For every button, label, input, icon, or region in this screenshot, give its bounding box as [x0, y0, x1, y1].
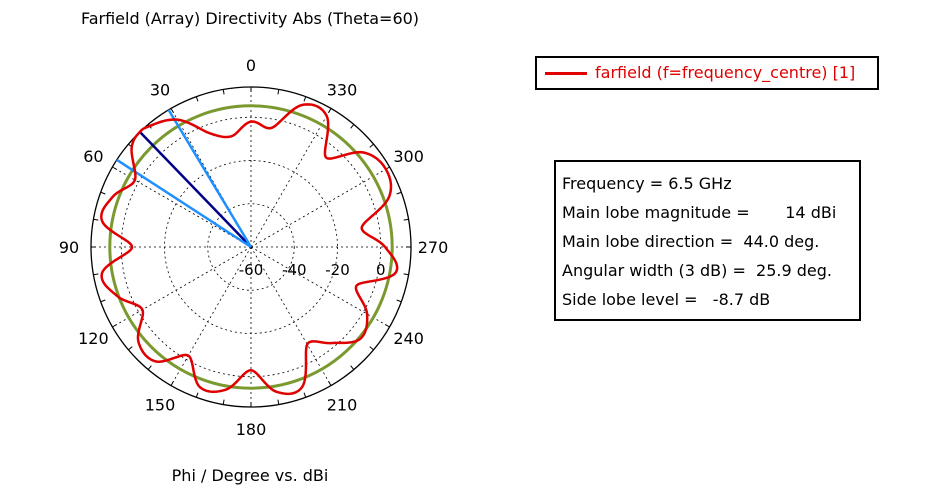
outer-tick: [328, 108, 332, 114]
angular-tick-label: 0: [246, 56, 256, 75]
outer-tick: [277, 89, 280, 95]
outer-tick: [147, 365, 152, 370]
reference-circle: [108, 104, 394, 390]
outer-tick: [100, 299, 106, 303]
angular-tick-label: 120: [78, 329, 109, 348]
series-line: [100, 103, 399, 396]
chart-title: Farfield (Array) Directivity Abs (Theta=…: [80, 9, 420, 28]
outer-tick: [195, 392, 199, 398]
outer-tick: [396, 299, 402, 303]
legend-swatch: [545, 72, 587, 75]
grid-spoke: [250, 246, 390, 328]
radial-tick-label: 0: [376, 261, 386, 279]
outer-tick: [384, 324, 390, 328]
x-axis-label: Phi / Degree vs. dBi: [171, 466, 329, 485]
angular-tick-labels: 0 30 60 90 120 150 180 210 240 270 300 330: [59, 56, 448, 439]
marker-line: [116, 158, 252, 249]
grid-spoke: [250, 246, 332, 386]
outer-tick: [93, 273, 99, 276]
polar-plot: 0 30 60 90 120 150 180 210 240 270 300 330 -60 -40 -2…: [59, 56, 448, 439]
grid-spoke: [170, 246, 252, 386]
angular-tick-label: 330: [327, 80, 358, 99]
outer-tick: [303, 96, 307, 102]
info-frequency: Frequency = 6.5 GHz: [562, 174, 732, 193]
polar-grid: [90, 86, 412, 408]
outer-tick: [128, 346, 133, 351]
outer-tick: [303, 392, 307, 398]
marker-line: [167, 109, 253, 248]
angular-tick-label: 90: [59, 238, 79, 257]
lobe-markers: [116, 109, 253, 249]
outer-tick: [170, 108, 174, 114]
outer-tick: [195, 96, 199, 102]
grid-spoke: [112, 166, 252, 248]
outer-tick: [369, 346, 374, 351]
angular-tick-label: 180: [236, 420, 267, 439]
legend: farfield (f=frequency_centre) [1]: [535, 56, 879, 90]
outer-tick: [112, 166, 118, 170]
outer-tick: [350, 124, 355, 129]
outer-tick: [170, 380, 174, 386]
info-side-lobe-level: Side lobe level = -8.7 dB: [562, 290, 771, 309]
angular-tick-label: 30: [150, 80, 170, 99]
side-lobe-reference-circle: [108, 104, 394, 390]
angular-tick-label: 300: [393, 147, 424, 166]
grid-spoke: [250, 166, 390, 248]
grid-spoke: [112, 246, 252, 328]
radial-tick-label: -40: [282, 261, 307, 279]
legend-entry-label: farfield (f=frequency_centre) [1]: [595, 63, 856, 82]
radial-tick-labels: -60 -40 -20 0: [239, 261, 386, 279]
outer-tick: [93, 218, 99, 221]
outer-tick: [403, 218, 409, 221]
angular-tick-label: 60: [83, 147, 103, 166]
outer-tick: [396, 191, 402, 195]
radial-tick-label: -20: [325, 261, 350, 279]
info-angular-width: Angular width (3 dB) = 25.9 deg.: [562, 261, 832, 280]
outer-tick: [277, 399, 280, 405]
farfield-series: [100, 103, 399, 396]
outer-tick: [328, 380, 332, 386]
angular-tick-label: 240: [393, 329, 424, 348]
marker-line: [138, 131, 252, 248]
angular-tick-label: 270: [418, 238, 449, 257]
outer-tick: [112, 324, 118, 328]
outer-tick: [403, 273, 409, 276]
outer-tick: [222, 399, 225, 405]
angular-tick-label: 150: [145, 396, 176, 415]
radial-tick-label: -60: [239, 261, 264, 279]
outer-tick: [350, 365, 355, 370]
grid-spoke: [250, 108, 332, 248]
angular-tick-label: 210: [327, 396, 358, 415]
grid-ring: [120, 116, 382, 378]
outer-tick: [369, 143, 374, 148]
grid-ring: [207, 203, 295, 291]
info-main-lobe-magnitude: Main lobe magnitude = 14 dBi: [562, 203, 837, 222]
info-main-lobe-direction: Main lobe direction = 44.0 deg.: [562, 232, 820, 251]
outer-tick: [222, 89, 225, 95]
info-box: Frequency = 6.5 GHz Main lobe magnitude …: [554, 160, 861, 321]
outer-tick: [100, 191, 106, 195]
